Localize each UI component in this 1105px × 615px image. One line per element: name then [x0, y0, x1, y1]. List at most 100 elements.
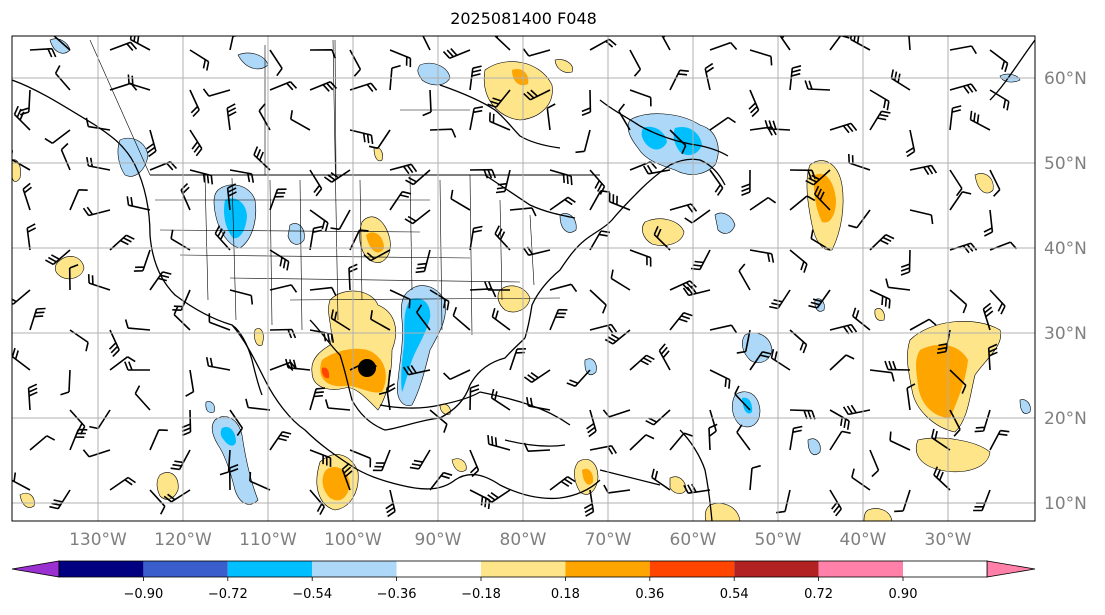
colorbar-extend-max	[986, 560, 1036, 578]
wind-barb	[146, 129, 157, 158]
wind-barb	[489, 112, 511, 131]
wind-barb	[422, 89, 432, 117]
wind-barb	[323, 169, 351, 183]
wind-barb	[269, 49, 283, 77]
wind-barb	[669, 203, 698, 213]
wind-barb	[69, 189, 88, 211]
wind-barb	[849, 36, 871, 51]
wind-barb	[309, 329, 335, 343]
wind-barb	[429, 289, 450, 311]
wind-barb	[205, 357, 231, 371]
colorbar-swatch	[818, 561, 903, 577]
wind-barb	[629, 249, 652, 267]
wind-barb	[12, 347, 31, 371]
wind-barb	[149, 271, 172, 291]
colorbar-tick-label: −0.72	[208, 587, 248, 602]
wind-barb	[126, 196, 151, 211]
wind-barb	[309, 169, 323, 197]
wind-barb	[869, 89, 890, 111]
wind-barb	[989, 429, 1010, 451]
point-marker	[358, 359, 376, 377]
wind-barb	[669, 432, 693, 451]
wind-barb	[973, 489, 991, 512]
wind-barb	[370, 310, 391, 331]
wind-barb	[949, 169, 963, 197]
wind-barb	[658, 343, 671, 371]
wind-barb	[87, 274, 111, 291]
wind-barb	[869, 110, 891, 131]
wind-barb	[851, 468, 871, 491]
wind-barb	[85, 117, 111, 131]
colorbar-swatch	[481, 561, 566, 577]
wind-barb	[290, 110, 311, 131]
colorbar-swatch	[312, 561, 397, 577]
wind-barb	[509, 207, 537, 217]
wind-barb	[228, 463, 239, 491]
wind-barb	[19, 89, 31, 116]
wind-barb	[133, 249, 151, 272]
colorbar-tick-label: −0.54	[292, 587, 332, 602]
wind-barb	[494, 225, 511, 251]
lat-label: 30°N	[1044, 324, 1087, 344]
colorbar-swatch	[59, 561, 144, 577]
wind-barb	[933, 466, 951, 491]
wind-barb	[483, 489, 511, 503]
wind-barb	[134, 385, 151, 411]
wind-barb	[890, 69, 911, 91]
wind-barb	[68, 263, 79, 291]
wind-barb	[214, 225, 231, 251]
wind-barb	[629, 89, 652, 107]
wind-barb	[736, 424, 751, 451]
wind-barb	[226, 183, 237, 211]
wind-barb	[749, 49, 773, 66]
wind-barb	[987, 343, 998, 371]
coastlines	[12, 39, 1035, 521]
wind-barb	[309, 286, 337, 297]
wind-barb	[989, 169, 1001, 197]
lon-label: 40°W	[840, 530, 887, 550]
wind-barb	[709, 116, 736, 131]
wind-barb	[769, 289, 791, 310]
wind-barb	[349, 229, 369, 251]
wind-barb	[29, 307, 46, 331]
colorbar-tick-label: 0.54	[720, 587, 749, 602]
wind-barb	[829, 489, 842, 517]
wind-barb	[341, 462, 353, 491]
wind-barb	[651, 468, 671, 491]
wind-barb	[523, 369, 551, 383]
wind-barb	[170, 449, 191, 471]
colorbar-tick-label: 0.18	[551, 587, 580, 602]
wind-barb	[127, 74, 151, 91]
wind-barb	[469, 449, 480, 478]
wind-barb	[789, 249, 808, 273]
wind-barb	[603, 484, 631, 494]
wind-barb	[309, 225, 323, 251]
wind-barb	[422, 36, 431, 51]
wind-barbs	[12, 36, 1018, 518]
wind-barb	[429, 128, 457, 138]
wind-barb	[982, 302, 994, 331]
wind-barb	[908, 36, 911, 51]
wind-barb	[949, 369, 967, 394]
wind-barb	[219, 449, 231, 476]
wind-barb	[402, 364, 431, 376]
wind-barb	[842, 404, 871, 416]
wind-barb	[389, 49, 412, 68]
wind-barb	[549, 283, 578, 293]
wind-barb	[736, 329, 751, 354]
wind-barb	[69, 329, 89, 352]
wind-barb	[829, 430, 851, 451]
wind-barb	[52, 36, 71, 51]
wind-barb	[109, 476, 136, 491]
wind-barb	[181, 409, 192, 437]
wind-barb	[566, 369, 591, 388]
wind-barb	[484, 281, 510, 291]
lat-label: 20°N	[1044, 409, 1087, 429]
wind-barb	[309, 489, 326, 515]
wind-barb	[487, 435, 511, 451]
wind-barb	[27, 383, 38, 411]
wind-barb	[618, 103, 631, 131]
wind-barb	[26, 223, 37, 251]
wind-barb	[610, 269, 631, 291]
